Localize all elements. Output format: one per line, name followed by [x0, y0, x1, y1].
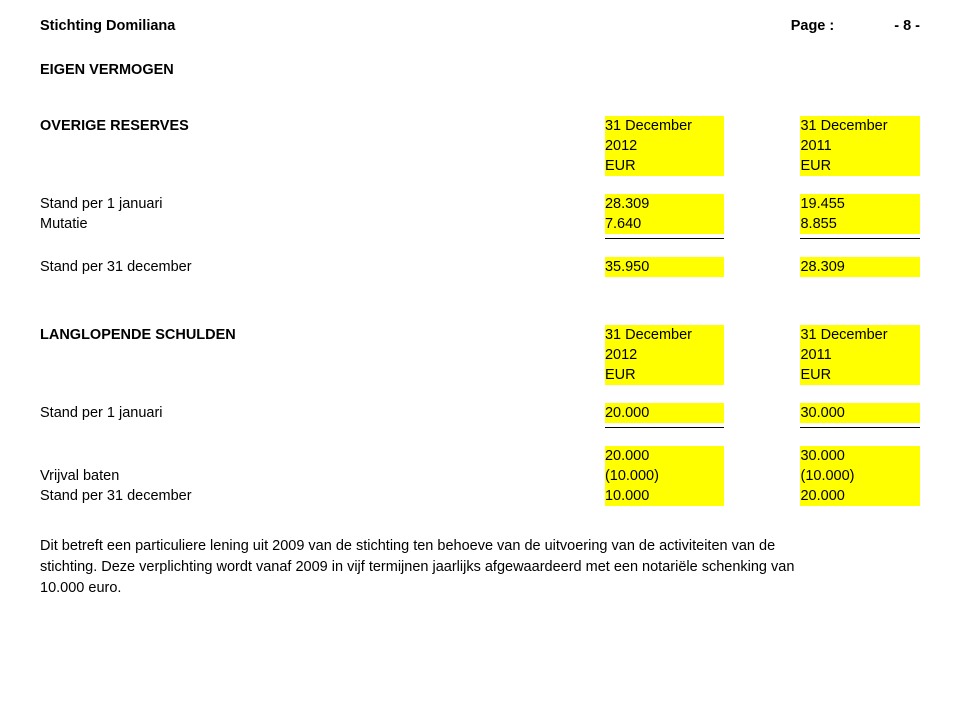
cell: 19.455	[800, 194, 920, 214]
row-label: Mutatie	[40, 214, 605, 234]
cell: 20.000	[800, 486, 920, 506]
reserves-col2-line1: 31 December	[800, 116, 920, 136]
cell: 8.855	[800, 214, 920, 234]
reserves-col2-line3: EUR	[800, 156, 920, 176]
reserves-table: OVERIGE RESERVES 31 December 31 December…	[40, 116, 920, 506]
section1-heading: EIGEN VERMOGEN	[40, 62, 920, 78]
reserves-col1-line3: EUR	[605, 156, 725, 176]
footnote-text: Dit betreft een particuliere lening uit …	[40, 536, 800, 599]
cell: (10.000)	[605, 466, 725, 486]
cell: 30.000	[800, 446, 920, 466]
row-label: Stand per 31 december	[40, 257, 605, 277]
table-row: Vrijval baten (10.000) (10.000)	[40, 466, 920, 486]
reserves-col1-line1: 31 December	[605, 116, 725, 136]
schulden-col1-line2: 2012	[605, 345, 725, 365]
cell: 7.640	[605, 214, 725, 234]
cell: 28.309	[605, 194, 725, 214]
table-row: Mutatie 7.640 8.855	[40, 214, 920, 234]
table-row: Stand per 31 december 35.950 28.309	[40, 257, 920, 277]
cell: 28.309	[800, 257, 920, 277]
row-label: Stand per 31 december	[40, 486, 605, 506]
row-label: Stand per 1 januari	[40, 194, 605, 214]
table-row: 20.000 30.000	[40, 446, 920, 466]
page-num: - 8 -	[894, 18, 920, 34]
reserves-col2-line2: 2011	[800, 136, 920, 156]
table-row: Stand per 1 januari 28.309 19.455	[40, 194, 920, 214]
table-row: Stand per 31 december 10.000 20.000	[40, 486, 920, 506]
row-label: Vrijval baten	[40, 466, 605, 486]
reserves-col1-line2: 2012	[605, 136, 725, 156]
schulden-col2-line3: EUR	[800, 365, 920, 385]
schulden-col1-line1: 31 December	[605, 325, 725, 345]
cell: 30.000	[800, 403, 920, 423]
page-number: Page : - 8 -	[791, 18, 920, 34]
reserves-title: OVERIGE RESERVES	[40, 116, 605, 136]
schulden-col1-line3: EUR	[605, 365, 725, 385]
table-row: Stand per 1 januari 20.000 30.000	[40, 403, 920, 423]
org-name: Stichting Domiliana	[40, 18, 175, 34]
cell: 20.000	[605, 446, 725, 466]
schulden-col2-line2: 2011	[800, 345, 920, 365]
cell: 10.000	[605, 486, 725, 506]
cell: 35.950	[605, 257, 725, 277]
page-label: Page :	[791, 18, 835, 34]
row-label: Stand per 1 januari	[40, 403, 605, 423]
schulden-col2-line1: 31 December	[800, 325, 920, 345]
cell: 20.000	[605, 403, 725, 423]
cell: (10.000)	[800, 466, 920, 486]
schulden-title: LANGLOPENDE SCHULDEN	[40, 325, 605, 345]
page-header: Stichting Domiliana Page : - 8 -	[40, 18, 920, 34]
